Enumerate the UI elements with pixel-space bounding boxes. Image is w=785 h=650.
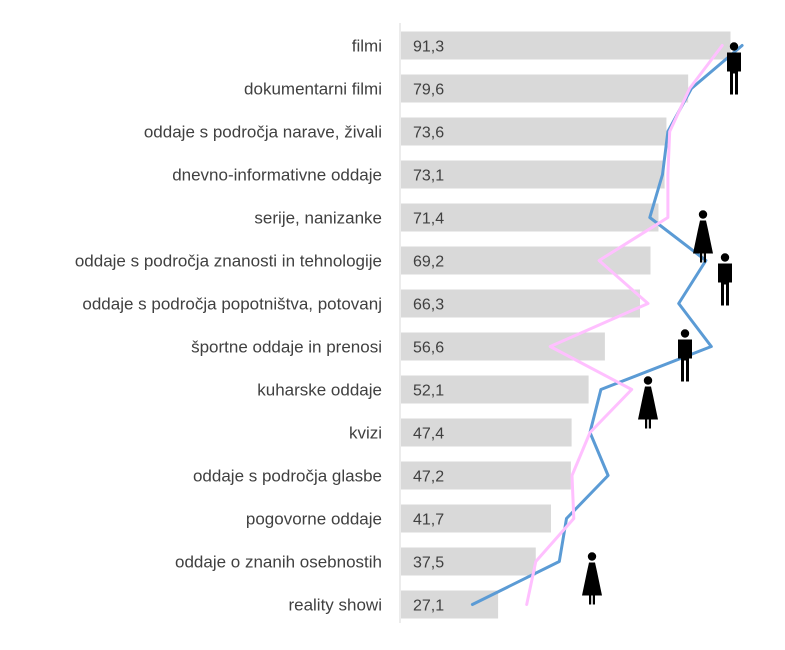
bar [401, 461, 571, 490]
category-label: serije, nanizanke [254, 209, 382, 228]
category-label: športne oddaje in prenosi [191, 338, 382, 357]
category-label: oddaje s področja glasbe [193, 467, 382, 486]
bar [401, 289, 641, 318]
value-label: 73,1 [413, 168, 444, 185]
value-label: 47,2 [413, 469, 444, 486]
bar [401, 31, 731, 60]
category-label: oddaje s področja narave, živali [144, 123, 382, 142]
labels-group: 91,3 filmi 79,6 dokumentarni filmi 73,6 oddaj… [75, 37, 444, 615]
male-figure-icon [727, 42, 741, 95]
value-label: 37,5 [413, 555, 444, 572]
category-label: filmi [352, 37, 382, 56]
value-label: 79,6 [413, 82, 444, 99]
bar [401, 547, 536, 576]
value-label: 56,6 [413, 340, 444, 357]
male-figure-icon [678, 329, 692, 382]
male-figure-icon [718, 253, 732, 306]
lines-group [470, 44, 744, 606]
value-label: 69,2 [413, 254, 444, 271]
bar [401, 203, 659, 232]
bar [401, 74, 689, 103]
value-label: 66,3 [413, 297, 444, 314]
category-label: pogovorne oddaje [246, 510, 382, 529]
value-label: 73,6 [413, 125, 444, 142]
value-label: 41,7 [413, 512, 444, 529]
female-figure-icon [582, 552, 602, 605]
bar [401, 590, 499, 619]
category-label: dokumentarni filmi [244, 80, 382, 99]
value-label: 52,1 [413, 383, 444, 400]
category-label: reality showi [288, 596, 382, 615]
icons-group [582, 42, 741, 605]
bar [401, 117, 667, 146]
value-label: 47,4 [413, 426, 444, 443]
bar [401, 375, 589, 404]
category-label: kuharske oddaje [257, 381, 382, 400]
female-figure-icon [638, 376, 658, 429]
bar [401, 160, 665, 189]
value-label: 71,4 [413, 211, 444, 228]
category-label: oddaje s področja popotništva, potovanj [82, 295, 382, 314]
series-line-2 [525, 44, 724, 606]
category-label: oddaje s področja znanosti in tehnologij… [75, 252, 382, 271]
category-label: kvizi [349, 424, 382, 443]
value-label: 91,3 [413, 39, 444, 56]
category-label: dnevno-informativne oddaje [172, 166, 382, 185]
value-label: 27,1 [413, 598, 444, 615]
bar [401, 418, 572, 447]
category-label: oddaje o znanih osebnostih [175, 553, 382, 572]
bars-group [401, 31, 731, 619]
female-figure-icon [693, 210, 713, 263]
bar [401, 504, 551, 533]
